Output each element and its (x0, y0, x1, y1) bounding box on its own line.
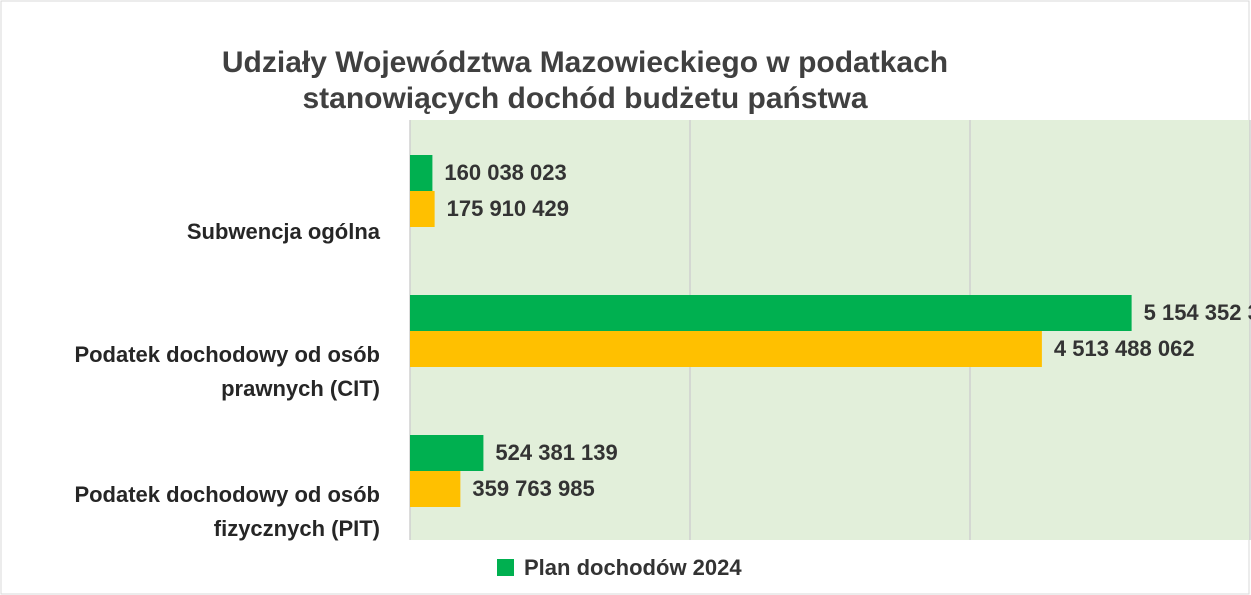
y-tick-label: Subwencja ogólna (186, 219, 380, 244)
data-label: 524 381 139 (495, 440, 617, 465)
data-label: 175 910 429 (447, 196, 569, 221)
data-label: 359 763 985 (472, 476, 594, 501)
bar (410, 155, 433, 191)
chart-title: Udziały Województwa Mazowieckiego w poda… (221, 46, 949, 115)
y-tick-label: Podatek dochodowy od osób fizycznych (PI… (74, 482, 380, 541)
data-label: 5 154 352 345 (1144, 300, 1251, 325)
bar (410, 435, 484, 471)
legend-swatch (497, 559, 514, 576)
y-tick-label: Podatek dochodowy od osób prawnych (CIT) (74, 342, 380, 401)
bar (410, 331, 1042, 367)
data-label: 4 513 488 062 (1054, 336, 1195, 361)
bar (410, 191, 435, 227)
data-label: 160 038 023 (444, 160, 566, 185)
bar (410, 471, 461, 507)
bar (410, 295, 1132, 331)
legend-label: Plan dochodów 2024 (524, 555, 742, 580)
